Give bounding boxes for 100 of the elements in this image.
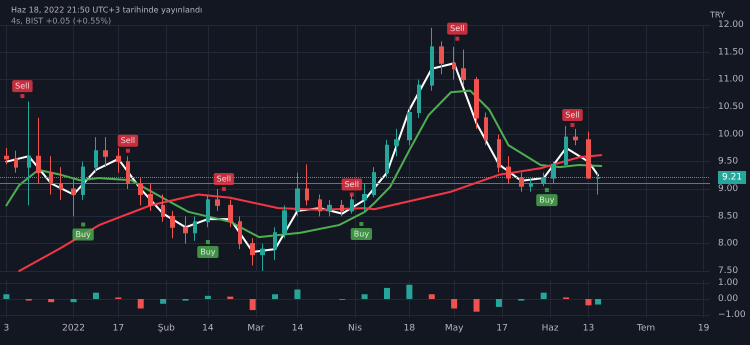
bar: [451, 299, 458, 308]
candlestick: [573, 128, 578, 146]
y-tick-label: 11.50: [718, 47, 744, 58]
candlestick: [206, 194, 210, 228]
candlestick: [94, 136, 98, 174]
y-tick-label: 1.00: [718, 278, 738, 288]
candlestick: [238, 216, 242, 250]
data-label: Buy: [200, 248, 216, 257]
candlestick: [183, 216, 188, 244]
y-tick-label: −1.00: [718, 310, 746, 320]
bar: [204, 296, 211, 299]
candlestick: [103, 136, 108, 168]
text: Haz 18, 2022 21:50 UTC+3 tarihinde yayınlandı: [11, 6, 202, 14]
point: [81, 222, 86, 227]
candlestick: [318, 194, 322, 217]
y-tick-label: 10.00: [718, 129, 744, 140]
x-tick-label: 3: [4, 324, 10, 334]
candlestick: [362, 183, 367, 212]
candlestick: [439, 40, 444, 75]
x-tick-label: Haz: [542, 324, 559, 334]
x-tick-label: 17: [112, 324, 124, 334]
y-tick-label: 8.00: [718, 238, 738, 249]
point: [544, 188, 549, 192]
bar: [595, 299, 602, 305]
x-tick-label: Tem: [636, 324, 656, 334]
candlestick: [126, 156, 130, 190]
candlestick: [461, 49, 466, 86]
x-tick-label: 19: [698, 324, 710, 334]
candlestick: [59, 166, 63, 200]
data-label: Sell: [450, 24, 465, 34]
line-series: [5, 90, 602, 238]
candlestick: [417, 79, 421, 118]
ref-line-label: 9.21: [722, 172, 742, 183]
candlestick: [394, 128, 399, 157]
bar: [272, 294, 278, 299]
candlestick: [4, 148, 9, 165]
bar: [428, 294, 435, 299]
data-label: Sell: [216, 174, 232, 184]
candlestick: [564, 126, 568, 168]
candlestick: [407, 106, 412, 146]
point: [359, 222, 364, 226]
point: [222, 187, 226, 191]
x-tick-label: 13: [582, 324, 594, 334]
candlestick: [49, 156, 53, 195]
y-tick-label: 9.00: [718, 184, 738, 194]
candlestick: [327, 199, 332, 217]
x-tick-label: Mar: [247, 324, 265, 334]
point: [570, 123, 574, 128]
bar: [362, 294, 368, 299]
candlestick: [497, 134, 501, 174]
bar: [92, 292, 99, 299]
candlestick: [350, 194, 354, 214]
candlestick: [340, 199, 344, 217]
candlestick: [116, 148, 121, 174]
x-tick-label: Şub: [158, 324, 176, 334]
chart-title: 4s, BIST +0.05 (+0.55%): [11, 16, 112, 26]
bar: [585, 299, 592, 306]
candlestick: [260, 243, 265, 272]
y-tick-label: 7.50: [718, 266, 738, 276]
data-label: Sell: [565, 110, 580, 120]
candlestick: [282, 204, 287, 239]
y-tick-label: 0.00: [718, 294, 738, 304]
bar: [294, 290, 300, 299]
y-axis-title: TRY: [709, 10, 725, 20]
y-tick-label: 12.00: [718, 20, 744, 30]
bar: [160, 299, 166, 304]
candlestick: [484, 112, 488, 146]
y-tick-label: 8.50: [718, 211, 738, 222]
candlestick: [36, 117, 41, 184]
x-tick-label: May: [444, 324, 464, 334]
x-tick-label: 18: [404, 324, 416, 334]
candlestick: [305, 164, 309, 206]
bar: [474, 299, 480, 312]
bar: [496, 299, 502, 307]
candlestick: [586, 131, 591, 179]
candlestick: [273, 226, 277, 261]
candlestick: [170, 210, 175, 239]
candlestick: [138, 178, 143, 206]
bar: [3, 294, 10, 299]
bar: [70, 299, 77, 302]
data-label: Buy: [354, 229, 370, 238]
x-tick-label: 14: [202, 324, 214, 334]
candlestick: [430, 27, 434, 92]
point: [20, 94, 24, 98]
data-label: Sell: [344, 180, 360, 189]
candlestick: [474, 76, 479, 130]
bar: [250, 299, 256, 310]
data-label: Sell: [120, 136, 136, 146]
candlestick: [228, 199, 233, 228]
y-tick-label: 9.50: [718, 156, 738, 167]
candlestick: [452, 46, 456, 80]
y-tick-label: 11.00: [718, 74, 744, 85]
candlestick: [506, 156, 511, 184]
bar: [540, 292, 547, 299]
candlestick: [148, 183, 153, 212]
point: [206, 240, 210, 244]
candlestick: [14, 150, 18, 174]
y-tick-label: 10.50: [718, 102, 744, 112]
candlestick: [161, 194, 165, 222]
bar: [138, 299, 144, 308]
